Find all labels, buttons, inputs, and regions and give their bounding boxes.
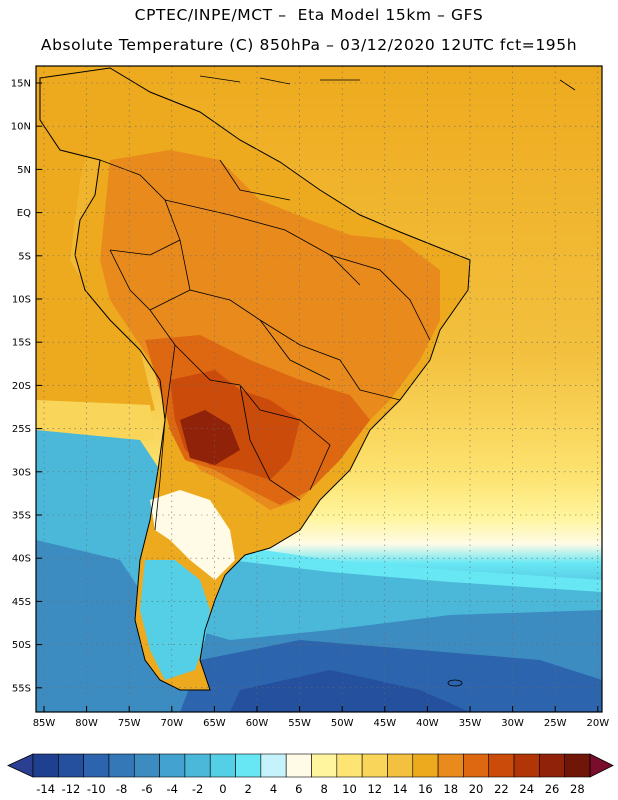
colorbar-segment [235,753,262,778]
colorbar-segment [108,753,135,778]
lat-label: 10S [12,295,31,306]
colorbar-segment [32,753,59,778]
colorbar-tick-label: 0 [219,782,226,796]
lon-label: 70W [160,718,183,729]
patagonia-cold-zone [140,560,210,680]
caribbean-islands [199,75,576,91]
pacific-warm-zone [36,66,155,430]
lat-label: 5S [18,251,31,262]
colorbar-segment [361,753,388,778]
colorbar-tick-label: 14 [393,782,408,796]
lon-label: 80W [75,718,98,729]
colorbar-segment [133,753,160,778]
lat-label: 15N [11,79,31,90]
colorbar-tick-label: 8 [320,782,327,796]
colorbar-segment [564,753,591,778]
longitude-labels: 85W 80W 75W 70W 65W 60W 55W 50W 45W 40W 35W 30W 25W 2… [33,706,609,729]
lon-label: 55W [288,718,311,729]
lat-label: 10N [11,122,31,133]
colorbar-tick-label: -8 [116,782,127,796]
country-borders [99,159,431,531]
colorbar-tick-label: 22 [494,782,509,796]
lon-label: 85W [33,718,56,729]
lat-lon-grid [36,66,602,712]
map-frame [35,65,603,713]
colorbar-tick-label: 6 [295,782,302,796]
colorbar-tick-label: 10 [342,782,357,796]
colorbar-high-arrow [589,753,614,778]
colorbar-tick-label: -6 [141,782,152,796]
lat-label: EQ [17,208,31,219]
lon-label: 65W [203,718,226,729]
lon-label: 25W [544,718,567,729]
colorbar-tick-label: 4 [270,782,277,796]
lon-label: 30W [501,718,524,729]
lon-label: 50W [331,718,354,729]
lat-label: 20S [12,381,31,392]
coastline [39,67,471,691]
colorbar-segment [463,753,490,778]
falkland-islands [447,679,463,687]
lat-label: 5N [17,165,31,176]
colorbar-tick-label: 28 [570,782,585,796]
lon-label: 45W [373,718,396,729]
lat-label: 50S [12,640,31,651]
lat-label: 35S [12,511,31,522]
south-deep-cold-zone [230,670,470,712]
colorbar-segment [83,753,110,778]
colorbar-tick-label: -12 [62,782,81,796]
colorbar-tick-labels: -14 -12 -10 -8 -6 -4 -2 0 2 4 6 8 10 12 14 16 18 20 22 24 26… [36,782,584,796]
colorbar-tick-label: 18 [443,782,458,796]
lon-label: 20W [586,718,609,729]
lon-label: 35W [459,718,482,729]
lat-label: 25S [12,424,31,435]
peak-hot-zone [180,410,240,465]
colorbar-segment [159,753,186,778]
colorbar-segment [184,753,211,778]
colorbar-segments [7,753,614,778]
map-subtitle: Absolute Temperature (C) 850hPa – 03/12/… [40,36,578,54]
colorbar-tick-label: 20 [469,782,484,796]
colorbar-segment [336,753,363,778]
colorbar-tick-label: 12 [367,782,382,796]
latitude-labels: 15N 10N 5N EQ 5S 10S 15S 20S 25S 30S 35S 40S 45S 50S 5… [11,79,42,694]
colorbar-segment [311,753,338,778]
colorbar-tick-label: -14 [36,782,55,796]
lon-label: 75W [118,718,141,729]
colorbar-tick-label: 2 [245,782,252,796]
colorbar-segment [387,753,414,778]
colorbar-segment [539,753,565,778]
lat-label: 40S [12,554,31,565]
colorbar-low-arrow [7,753,34,778]
colorbar-tick-label: -2 [192,782,203,796]
lat-label: 55S [12,683,31,694]
colorbar-tick-label: 26 [545,782,560,796]
colorbar-segment [285,753,312,778]
colorbar-tick-label: 24 [519,782,534,796]
cyan-band [150,520,602,592]
colorbar-tick-label: -4 [167,782,178,796]
lon-label: 60W [246,718,269,729]
temperature-colorbar: -14 -12 -10 -8 -6 -4 -2 0 2 4 6 8 10 12 14 16 18 20 22 24 26… [7,753,614,796]
lon-label: 40W [416,718,439,729]
colorbar-segment [260,753,287,778]
colorbar-segment [412,753,439,778]
lat-label: 45S [12,597,31,608]
colorbar-segment [209,753,236,778]
lat-label: 15S [12,338,31,349]
temperature-map: 15N 10N 5N EQ 5S 10S 15S 20S 25S 30S 35S 40S 45S 50S 5… [11,65,609,729]
map-title: CPTEC/INPE/MCT – Eta Model 15km – GFS [134,6,484,24]
colorbar-segment [437,753,464,778]
colorbar-segment [488,753,515,778]
lat-label: 30S [12,467,31,478]
colorbar-tick-label: 16 [418,782,433,796]
colorbar-tick-label: -10 [87,782,106,796]
colorbar-segment [58,753,84,778]
patagonia-cool-zone [150,490,235,580]
colorbar-segment [513,753,540,778]
